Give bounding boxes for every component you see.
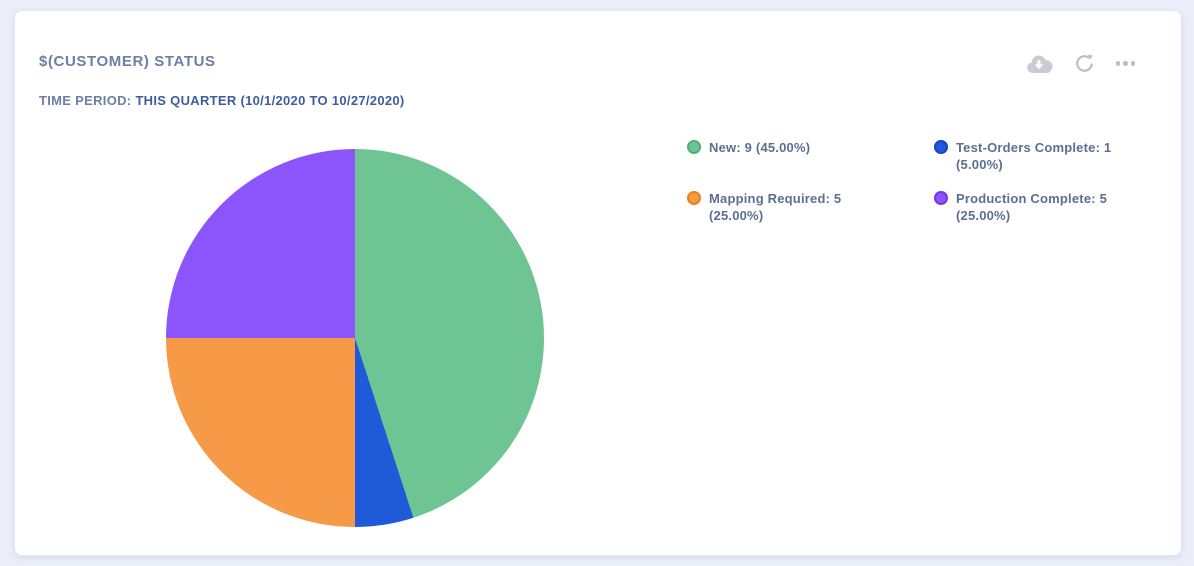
legend-marker — [687, 191, 701, 206]
legend-marker — [934, 140, 948, 154]
legend-label: Test-Orders Complete: 1 (5.00%) — [956, 140, 1112, 173]
refresh-button[interactable] — [1072, 51, 1097, 76]
legend-marker — [687, 140, 701, 154]
refresh-icon — [1075, 54, 1093, 72]
legend-item-production-complete[interactable]: Production Complete: 5 (25.00%) — [934, 190, 1181, 224]
legend-label: Mapping Required: 5 (25.00%) — [709, 191, 842, 224]
legend-label: New: 9 (45.00%) — [709, 140, 811, 155]
legend-item-new[interactable]: New: 9 (45.00%) — [687, 139, 934, 173]
time-period-value: THIS QUARTER (10/1/2020 TO 10/27/2020) — [135, 93, 405, 108]
legend-label: Production Complete: 5 (25.00%) — [956, 191, 1108, 224]
time-period-label: TIME PERIOD: — [39, 93, 132, 108]
cloud-download-icon — [1026, 55, 1053, 73]
status-card: $(CUSTOMER) STATUS TIME PERIOD: THIS QUAR… — [14, 10, 1182, 556]
legend-item-mapping-required[interactable]: Mapping Required: 5 (25.00%) — [687, 190, 934, 224]
ellipsis-icon — [1115, 61, 1135, 66]
time-period: TIME PERIOD: THIS QUARTER (10/1/2020 TO 1… — [39, 93, 405, 108]
legend-marker — [934, 191, 948, 206]
pie-chart[interactable] — [166, 149, 544, 527]
page-title: $(CUSTOMER) STATUS — [39, 53, 216, 70]
download-button[interactable] — [1024, 52, 1055, 76]
card-toolbar — [1024, 51, 1138, 76]
legend-item-test-orders-complete[interactable]: Test-Orders Complete: 1 (5.00%) — [934, 139, 1181, 173]
more-options-button[interactable] — [1114, 59, 1138, 68]
legend: New: 9 (45.00%) Test-Orders Complete: 1 … — [687, 139, 1181, 225]
